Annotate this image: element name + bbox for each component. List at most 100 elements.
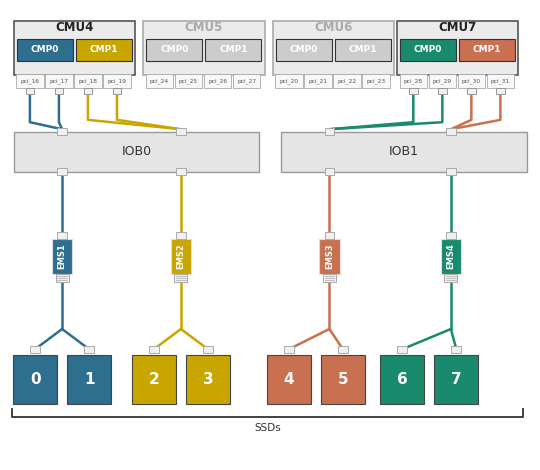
FancyBboxPatch shape: [460, 39, 515, 61]
Text: pci_16: pci_16: [21, 78, 39, 84]
Text: CMP0: CMP0: [160, 45, 188, 55]
FancyBboxPatch shape: [319, 238, 340, 274]
FancyBboxPatch shape: [175, 74, 202, 88]
Text: EMS2: EMS2: [177, 243, 185, 269]
FancyBboxPatch shape: [467, 88, 476, 94]
Text: pci_24: pci_24: [150, 78, 169, 84]
Text: pci_19: pci_19: [107, 78, 126, 84]
FancyBboxPatch shape: [233, 74, 260, 88]
FancyBboxPatch shape: [458, 74, 485, 88]
Text: CMP1: CMP1: [473, 45, 502, 55]
FancyBboxPatch shape: [487, 74, 514, 88]
FancyBboxPatch shape: [14, 21, 135, 75]
FancyBboxPatch shape: [149, 346, 159, 352]
FancyBboxPatch shape: [84, 88, 92, 94]
FancyBboxPatch shape: [17, 39, 73, 61]
Text: CMP0: CMP0: [414, 45, 442, 55]
FancyBboxPatch shape: [397, 21, 518, 75]
FancyBboxPatch shape: [206, 39, 261, 61]
FancyBboxPatch shape: [397, 346, 407, 352]
FancyBboxPatch shape: [429, 74, 456, 88]
Text: pci_29: pci_29: [433, 78, 452, 84]
FancyBboxPatch shape: [338, 346, 348, 352]
FancyBboxPatch shape: [434, 355, 478, 404]
FancyBboxPatch shape: [103, 74, 131, 88]
FancyBboxPatch shape: [284, 346, 294, 352]
Text: 0: 0: [30, 372, 40, 387]
FancyBboxPatch shape: [45, 74, 73, 88]
Text: CMP0: CMP0: [289, 45, 318, 55]
FancyBboxPatch shape: [400, 39, 456, 61]
FancyBboxPatch shape: [186, 355, 230, 404]
FancyBboxPatch shape: [75, 74, 102, 88]
Text: pci_21: pci_21: [309, 78, 328, 84]
FancyBboxPatch shape: [132, 355, 176, 404]
Text: IOB0: IOB0: [122, 145, 151, 158]
FancyBboxPatch shape: [273, 21, 394, 75]
FancyBboxPatch shape: [446, 232, 456, 239]
FancyBboxPatch shape: [146, 39, 202, 61]
FancyBboxPatch shape: [444, 274, 457, 282]
FancyBboxPatch shape: [305, 74, 332, 88]
FancyBboxPatch shape: [55, 88, 63, 94]
FancyBboxPatch shape: [76, 39, 132, 61]
FancyBboxPatch shape: [57, 232, 67, 239]
Text: EMS4: EMS4: [447, 243, 455, 269]
FancyBboxPatch shape: [14, 132, 259, 172]
FancyBboxPatch shape: [171, 238, 191, 274]
Text: pci_30: pci_30: [462, 78, 481, 84]
FancyBboxPatch shape: [281, 132, 526, 172]
Text: pci_20: pci_20: [280, 78, 299, 84]
FancyBboxPatch shape: [446, 168, 456, 175]
Text: CMU5: CMU5: [185, 21, 223, 34]
Text: CMP1: CMP1: [219, 45, 248, 55]
FancyBboxPatch shape: [451, 346, 461, 352]
Text: CMU6: CMU6: [314, 21, 353, 34]
Text: 4: 4: [284, 372, 294, 387]
Text: pci_17: pci_17: [50, 78, 69, 84]
Text: 2: 2: [148, 372, 159, 387]
Text: pci_26: pci_26: [208, 78, 227, 84]
FancyBboxPatch shape: [335, 39, 391, 61]
Text: 5: 5: [338, 372, 348, 387]
FancyBboxPatch shape: [204, 74, 231, 88]
FancyBboxPatch shape: [67, 355, 111, 404]
Text: 1: 1: [84, 372, 94, 387]
FancyBboxPatch shape: [323, 274, 336, 282]
Text: EMS1: EMS1: [58, 243, 66, 269]
Text: CMU4: CMU4: [55, 21, 93, 34]
FancyBboxPatch shape: [176, 168, 186, 175]
FancyBboxPatch shape: [25, 88, 34, 94]
FancyBboxPatch shape: [400, 74, 427, 88]
FancyBboxPatch shape: [496, 88, 505, 94]
FancyBboxPatch shape: [267, 355, 311, 404]
Text: SSDs: SSDs: [254, 423, 281, 433]
Text: pci_18: pci_18: [78, 78, 97, 84]
FancyBboxPatch shape: [57, 168, 67, 175]
FancyBboxPatch shape: [334, 74, 361, 88]
Text: 7: 7: [451, 372, 462, 387]
FancyBboxPatch shape: [16, 74, 44, 88]
FancyBboxPatch shape: [325, 128, 334, 135]
FancyBboxPatch shape: [57, 128, 67, 135]
FancyBboxPatch shape: [176, 128, 186, 135]
FancyBboxPatch shape: [380, 355, 424, 404]
FancyBboxPatch shape: [52, 238, 72, 274]
FancyBboxPatch shape: [146, 74, 173, 88]
FancyBboxPatch shape: [143, 21, 265, 75]
Text: pci_23: pci_23: [367, 78, 386, 84]
FancyBboxPatch shape: [321, 355, 365, 404]
FancyBboxPatch shape: [174, 274, 187, 282]
Text: pci_28: pci_28: [404, 78, 423, 84]
Text: IOB1: IOB1: [389, 145, 419, 158]
Text: CMU7: CMU7: [438, 21, 477, 34]
Text: pci_27: pci_27: [237, 78, 256, 84]
Text: CMP1: CMP1: [90, 45, 118, 55]
FancyBboxPatch shape: [438, 88, 447, 94]
Text: EMS3: EMS3: [325, 243, 334, 269]
FancyBboxPatch shape: [325, 168, 334, 175]
FancyBboxPatch shape: [56, 274, 69, 282]
FancyBboxPatch shape: [275, 74, 303, 88]
FancyBboxPatch shape: [203, 346, 213, 352]
FancyBboxPatch shape: [113, 88, 122, 94]
